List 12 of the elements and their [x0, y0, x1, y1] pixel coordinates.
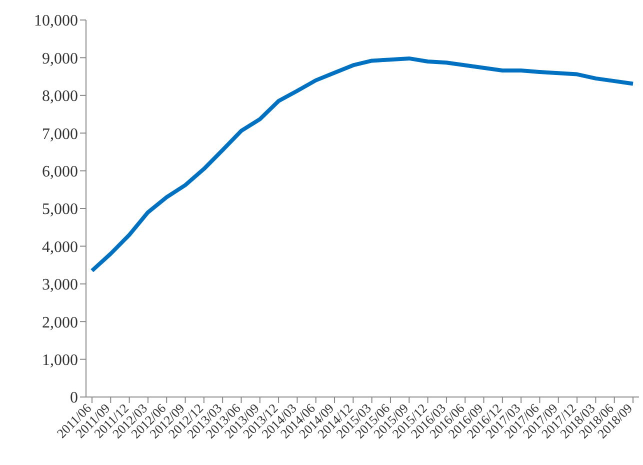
y-tick-label: 4,000	[42, 238, 78, 256]
y-tick-label: 0	[70, 390, 78, 407]
y-tick-label: 6,000	[42, 163, 78, 180]
y-tick-label: 2,000	[42, 314, 78, 332]
line-series	[90, 56, 635, 273]
y-tick-label: 1,000	[42, 352, 78, 369]
y-tick-label: 8,000	[42, 88, 78, 106]
y-tick-label: 7,000	[42, 126, 78, 143]
y-tick-label: 5,000	[42, 201, 78, 218]
y-tick-label: 9,000	[42, 50, 78, 68]
y-tick-label: 3,000	[42, 276, 78, 294]
y-tick-label: 10,000	[34, 12, 78, 30]
